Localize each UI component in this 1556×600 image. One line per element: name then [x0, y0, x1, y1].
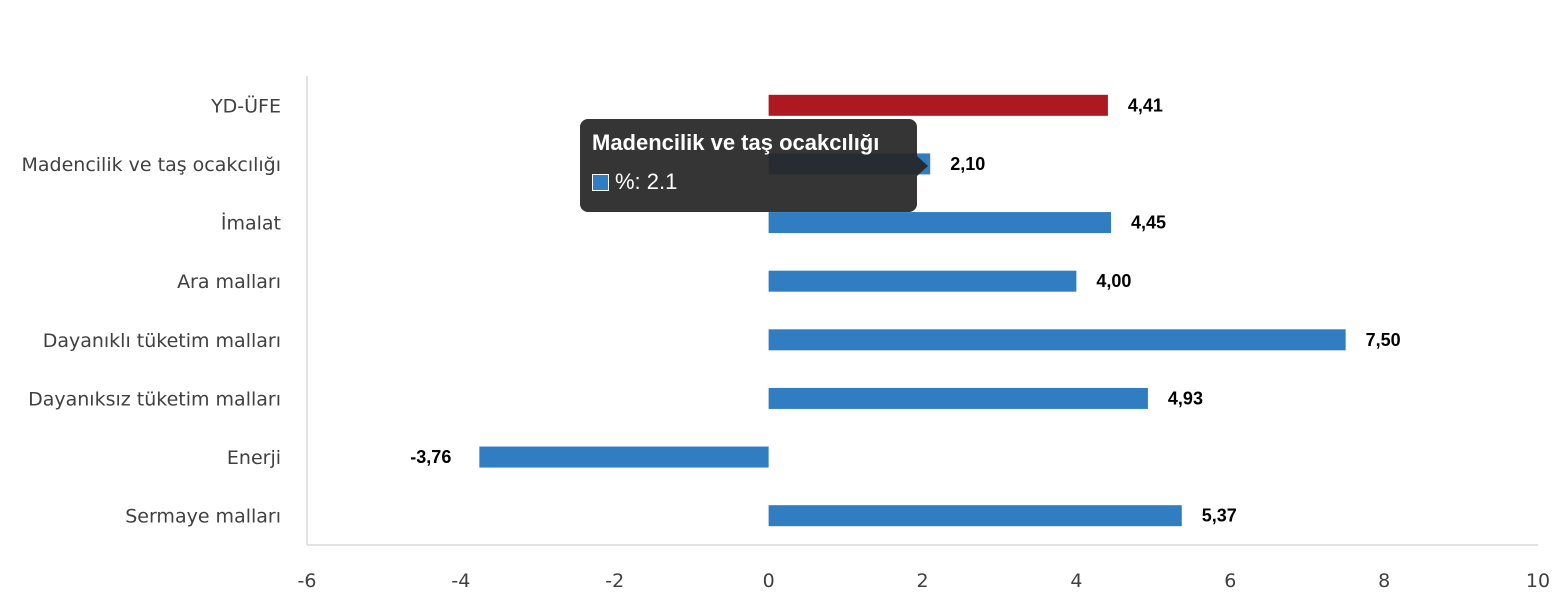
bar[interactable]	[768, 212, 1111, 234]
category-label: Madencilik ve taş ocakcılığı	[22, 154, 282, 176]
bar[interactable]	[768, 94, 1108, 116]
data-label: 2,10	[950, 154, 985, 174]
category-label: Sermaye malları	[125, 506, 281, 528]
x-tick-label: -2	[605, 570, 624, 592]
data-labels: 4,41 2,10 4,45 4,00 7,50 4,93 -3,76 5,37	[410, 95, 1400, 525]
bars	[479, 94, 1346, 527]
x-tick-labels: -6 -4 -2 0 2 4 6 8 10	[298, 570, 1551, 592]
data-label: 4,93	[1168, 388, 1203, 408]
bar[interactable]	[768, 329, 1346, 351]
bar[interactable]	[479, 446, 769, 468]
category-label: Ara malları	[177, 271, 281, 293]
category-label: Dayanıklı tüketim malları	[43, 330, 281, 352]
tooltip-title: Madencilik ve taş ocakcılığı	[592, 130, 880, 155]
tooltip-value: %: 2.1	[615, 169, 678, 194]
data-label: 4,45	[1131, 213, 1166, 233]
tooltip-swatch	[592, 173, 609, 191]
data-label: 4,00	[1096, 271, 1131, 291]
tooltip: Madencilik ve taş ocakcılığı %: 2.1	[580, 119, 917, 212]
category-label: Dayanıksız tüketim malları	[28, 388, 281, 410]
x-tick-label: 10	[1526, 570, 1550, 592]
data-label: 5,37	[1202, 506, 1237, 526]
x-tick-label: 0	[763, 570, 775, 592]
x-tick-label: -6	[298, 570, 317, 592]
category-label: Enerji	[227, 447, 281, 469]
x-tick-label: 8	[1378, 570, 1390, 592]
category-label: YD-ÜFE	[210, 94, 281, 117]
category-label: İmalat	[221, 212, 281, 235]
tooltip-caret	[917, 156, 928, 176]
data-label: 4,41	[1128, 95, 1163, 115]
x-tick-label: 2	[916, 570, 928, 592]
x-tick-label: 6	[1224, 570, 1236, 592]
tooltip-row: %: 2.1	[592, 169, 905, 195]
x-tick-label: -4	[451, 570, 470, 592]
data-label: -3,76	[410, 447, 451, 467]
data-label: 7,50	[1366, 330, 1401, 350]
bar[interactable]	[768, 270, 1077, 292]
x-tick-label: 4	[1070, 570, 1082, 592]
category-labels: YD-ÜFE Madencilik ve taş ocakcılığı İmalat…	[22, 94, 282, 527]
bar[interactable]	[768, 505, 1182, 527]
bar[interactable]	[768, 387, 1148, 409]
